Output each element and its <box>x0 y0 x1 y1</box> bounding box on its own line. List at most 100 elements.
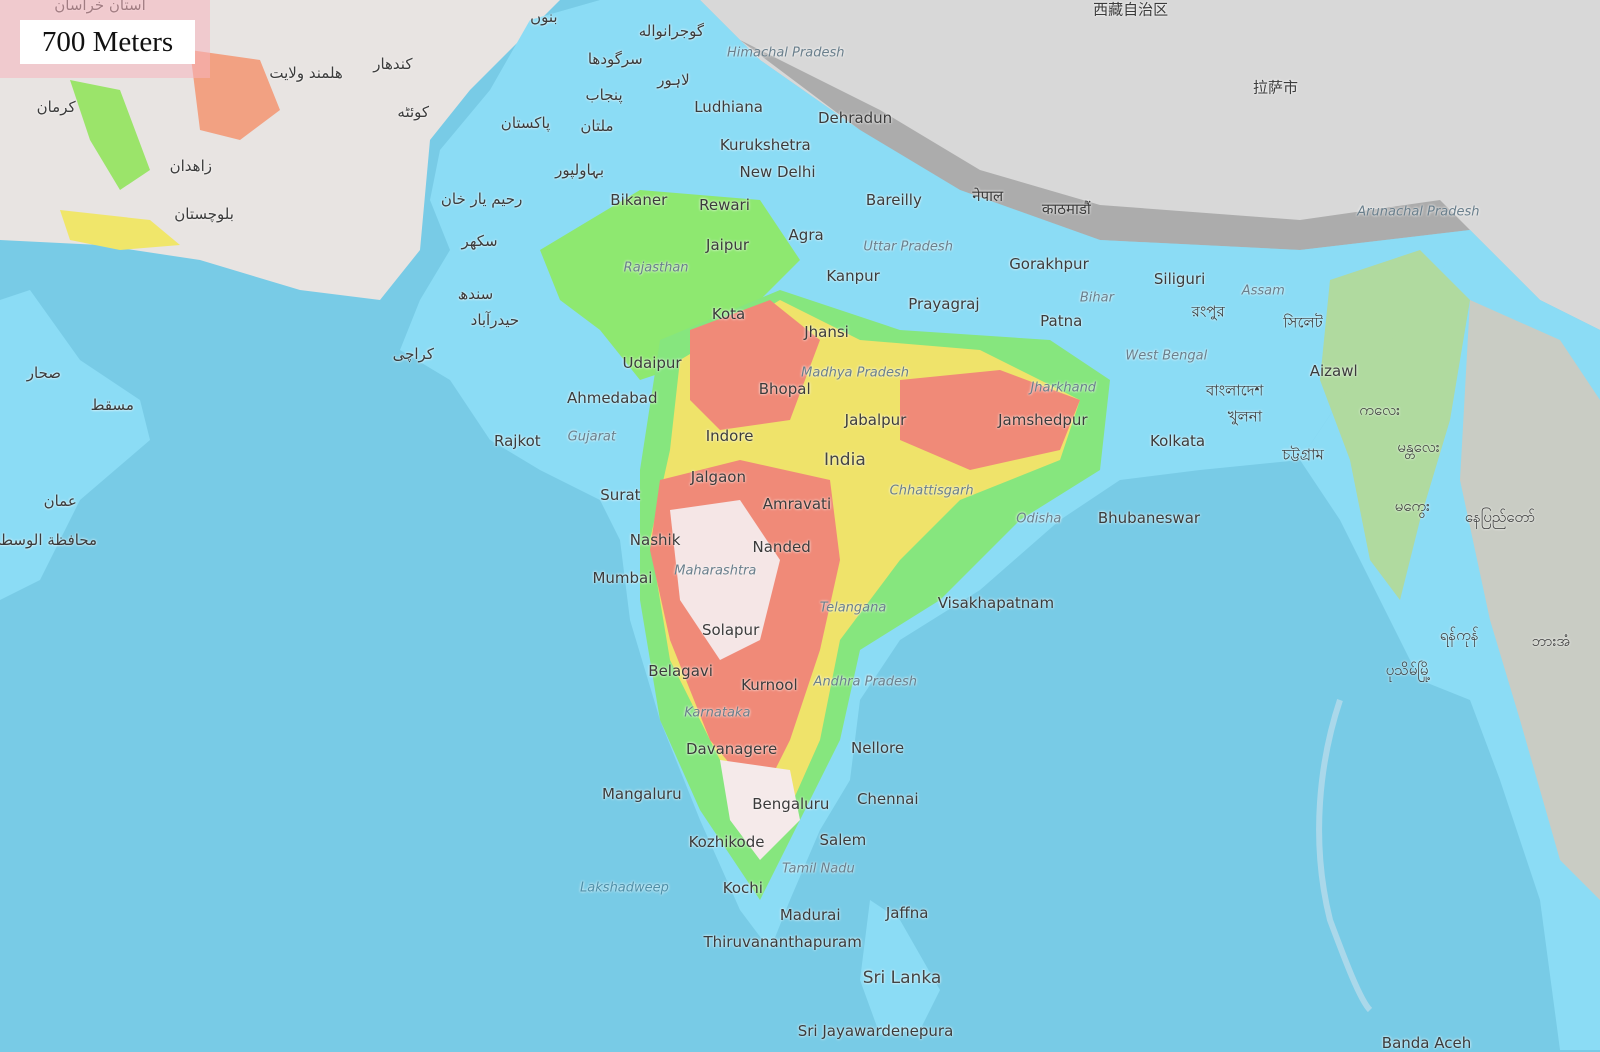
region-label: West Bengal <box>1125 348 1208 364</box>
city-label: Kochi <box>722 878 763 897</box>
city-label: Kolkata <box>1149 431 1206 450</box>
place-label: مسقط <box>90 396 134 415</box>
place-label: রংপুর <box>1191 302 1225 321</box>
elevation-label: 700 Meters <box>20 20 195 64</box>
malwa-red <box>690 300 820 430</box>
place-label: বাংলাদেশ <box>1205 381 1264 400</box>
helmand-red <box>190 50 280 140</box>
chota-red <box>900 370 1080 470</box>
city-label: Nashik <box>629 530 681 549</box>
deccan-peaks <box>670 500 780 660</box>
city-label: Jaipur <box>706 235 750 254</box>
city-label: Kurnool <box>741 675 798 694</box>
place-label: سندھ <box>457 284 494 303</box>
city-label: Surat <box>600 485 641 504</box>
place-label: بہاولپور <box>555 161 605 180</box>
place-label: नेपाल <box>972 186 1004 205</box>
region-label: Odisha <box>1016 511 1062 527</box>
myanmar-ranges <box>1320 250 1470 600</box>
city-label: Bengaluru <box>752 795 830 814</box>
city-label: Indore <box>705 426 754 445</box>
place-label: پاکستان <box>500 114 551 133</box>
place-label: زاهدان <box>169 157 213 176</box>
place-label: بلوچستان <box>174 205 234 224</box>
tibet-plateau <box>700 0 1600 330</box>
region-label: Karnataka <box>684 705 751 721</box>
city-label: Mangaluru <box>601 784 682 803</box>
place-label: 西藏自治区 <box>1093 0 1169 19</box>
place-label: صحار <box>26 364 61 383</box>
city-label: Belagavi <box>648 662 713 681</box>
city-label: Visakhapatnam <box>937 594 1055 613</box>
place-label: မကွေး <box>1394 497 1430 516</box>
region-label: Maharashtra <box>674 563 757 579</box>
city-label: Gorakhpur <box>1009 255 1089 274</box>
city-label: Jaffna <box>885 904 929 923</box>
city-label: Thiruvananthapuram <box>703 932 862 951</box>
city-label: Kota <box>711 305 746 324</box>
place-label: لاہور <box>657 70 690 89</box>
place-label: খুলনা <box>1227 407 1263 426</box>
city-label: Bareilly <box>865 191 922 209</box>
city-label: Bhopal <box>758 379 811 398</box>
place-label: চট্টগ্রাম <box>1282 445 1324 464</box>
city-label: Jabalpur <box>844 411 907 430</box>
place-label: کرمان <box>36 98 76 117</box>
city-label: Bhubaneswar <box>1097 509 1201 528</box>
city-label: Patna <box>1040 312 1083 331</box>
aravalli-green <box>540 190 800 380</box>
region-label: Gujarat <box>567 429 616 445</box>
city-label: Rajkot <box>494 431 541 450</box>
place-label: هلمند ولایت <box>269 64 343 83</box>
city-label: Davanagere <box>685 739 778 758</box>
place-label: ملتان <box>580 116 614 135</box>
balochistan-yellow <box>60 210 180 250</box>
city-label: Kurukshetra <box>719 135 811 154</box>
city-label: Nellore <box>851 738 905 757</box>
place-label: काठमाडौं <box>1041 200 1091 219</box>
andaman-islands <box>1316 699 1373 1013</box>
city-label: Jhansi <box>804 322 849 341</box>
region-label: Chhattisgarh <box>889 483 974 499</box>
city-label: Udaipur <box>622 354 682 373</box>
region-label: Andhra Pradesh <box>813 674 918 690</box>
city-label: Rewari <box>699 196 750 215</box>
region-label: Himachal Pradesh <box>726 45 845 61</box>
shan-ranges <box>1460 300 1600 900</box>
place-label: کندهار <box>373 55 413 74</box>
place-label: ရန်ကုန် <box>1439 625 1479 644</box>
region-label: Lakshadweep <box>580 880 669 896</box>
city-label: Agra <box>788 225 824 244</box>
city-label: Sri Jayawardenepura <box>797 1021 954 1040</box>
place-label: عمان <box>43 492 77 511</box>
place-label: حیدرآباد <box>470 311 520 330</box>
city-label: Mumbai <box>592 568 653 587</box>
city-label: Ahmedabad <box>566 388 658 407</box>
zagros-green <box>70 80 150 190</box>
place-label: မန္တလေး <box>1397 437 1440 456</box>
place-label: 拉萨市 <box>1252 78 1299 97</box>
city-label: Jamshedpur <box>998 411 1088 430</box>
city-label: Nanded <box>752 537 811 556</box>
city-label: Kanpur <box>826 266 880 285</box>
region-label: Bihar <box>1079 290 1114 306</box>
place-label: سرگودھا <box>587 50 643 69</box>
place-label: সিলেট <box>1283 313 1323 332</box>
place-label: နေပြည်တော် <box>1464 508 1536 527</box>
city-label: Madurai <box>779 906 841 925</box>
place-label: رحیم یار خان <box>440 189 523 208</box>
city-label: Siliguri <box>1153 269 1206 288</box>
place-label: بنوں <box>530 8 558 27</box>
region-label: Madhya Pradesh <box>801 365 910 381</box>
srilanka-land <box>860 900 940 1035</box>
city-label: India <box>824 450 866 471</box>
city-label: Banda Aceh <box>1381 1033 1472 1052</box>
place-label: محافظة الوسطى <box>0 530 98 549</box>
region-label: Uttar Pradesh <box>863 239 953 255</box>
region-label: Telangana <box>819 600 887 616</box>
city-label: Prayagraj <box>908 295 980 314</box>
city-label: Dehradun <box>818 109 893 128</box>
city-label: Chennai <box>856 789 919 808</box>
city-label: Bikaner <box>610 191 668 209</box>
